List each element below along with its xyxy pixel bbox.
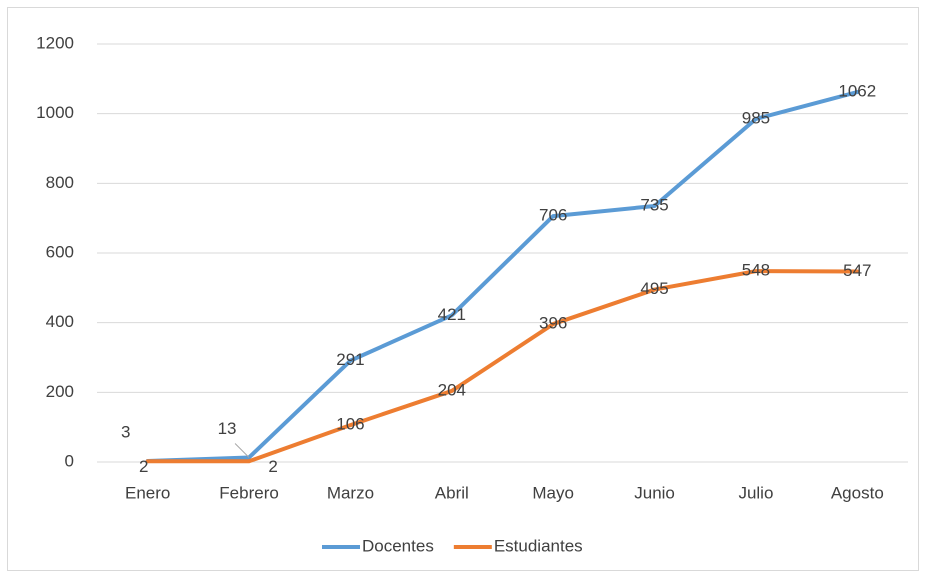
data-label: 495: [640, 279, 668, 298]
data-label: 706: [539, 206, 567, 225]
chart-frame: [7, 7, 919, 571]
legend-label: Docentes: [362, 536, 434, 555]
data-label: 291: [336, 350, 364, 369]
data-line: [145, 269, 860, 464]
y-tick-label: 200: [46, 382, 74, 401]
leader-line: [234, 443, 250, 458]
legend-label: Estudiantes: [494, 536, 583, 555]
y-tick-label: 600: [46, 242, 74, 261]
x-tick-label: Junio: [634, 483, 675, 502]
data-label: 2: [139, 457, 148, 476]
data-line: [145, 90, 860, 463]
x-tick-label: Enero: [125, 483, 170, 502]
x-tick-label: Agosto: [831, 483, 884, 502]
data-label: 547: [843, 261, 871, 280]
y-tick-label: 1000: [36, 103, 74, 122]
y-tick-label: 800: [46, 173, 74, 192]
data-label: 396: [539, 314, 567, 333]
x-tick-label: Mayo: [532, 483, 574, 502]
data-label: 985: [742, 108, 770, 127]
x-tick-label: Febrero: [219, 483, 279, 502]
y-tick-label: 400: [46, 312, 74, 331]
data-label: 548: [742, 261, 770, 280]
x-tick-label: Abril: [435, 483, 469, 502]
x-tick-label: Julio: [738, 483, 773, 502]
data-label: 204: [438, 380, 466, 399]
data-label: 106: [336, 415, 364, 434]
data-label: 13: [218, 419, 237, 438]
data-label: 735: [640, 195, 668, 214]
y-tick-label: 0: [65, 451, 74, 470]
data-label: 1062: [838, 82, 876, 101]
data-label: 2: [268, 457, 277, 476]
data-label: 421: [438, 305, 466, 324]
y-tick-label: 1200: [36, 33, 74, 52]
x-tick-label: Marzo: [327, 483, 374, 502]
data-label: 3: [121, 422, 130, 441]
